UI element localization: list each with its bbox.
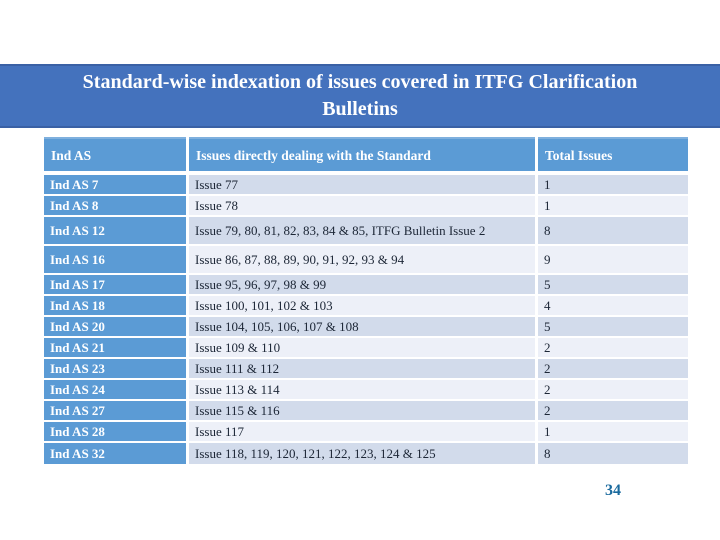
table-row: Ind AS 7 Issue 77 1 xyxy=(44,175,688,194)
table-row: Ind AS 21 Issue 109 & 110 2 xyxy=(44,338,688,357)
issues-cell: Issue 117 xyxy=(189,422,535,441)
table-row: Ind AS 12 Issue 79, 80, 81, 82, 83, 84 &… xyxy=(44,217,688,244)
total-issues-cell: 5 xyxy=(538,317,688,336)
issues-cell: Issue 78 xyxy=(189,196,535,215)
total-issues-cell: 1 xyxy=(538,175,688,194)
issues-cell: Issue 86, 87, 88, 89, 90, 91, 92, 93 & 9… xyxy=(189,246,535,273)
page-number: 34 xyxy=(605,482,621,499)
total-issues-cell: 2 xyxy=(538,359,688,378)
slide-title-line1: Standard-wise indexation of issues cover… xyxy=(82,71,638,93)
standard-cell: Ind AS 32 xyxy=(44,443,186,464)
table-row: Ind AS 20 Issue 104, 105, 106, 107 & 108… xyxy=(44,317,688,336)
column-header-ind-as: Ind AS xyxy=(44,137,186,171)
standard-cell: Ind AS 21 xyxy=(44,338,186,357)
standard-cell: Ind AS 28 xyxy=(44,422,186,441)
standard-cell: Ind AS 20 xyxy=(44,317,186,336)
total-issues-cell: 2 xyxy=(538,338,688,357)
issues-cell: Issue 79, 80, 81, 82, 83, 84 & 85, ITFG … xyxy=(189,217,535,244)
table-row: Ind AS 8 Issue 78 1 xyxy=(44,196,688,215)
table-header-row: Ind AS Issues directly dealing with the … xyxy=(44,137,688,171)
total-issues-cell: 5 xyxy=(538,275,688,294)
standard-cell: Ind AS 8 xyxy=(44,196,186,215)
standard-cell: Ind AS 17 xyxy=(44,275,186,294)
total-issues-cell: 2 xyxy=(538,380,688,399)
table-row: Ind AS 17 Issue 95, 96, 97, 98 & 99 5 xyxy=(44,275,688,294)
issues-cell: Issue 100, 101, 102 & 103 xyxy=(189,296,535,315)
total-issues-cell: 2 xyxy=(538,401,688,420)
table-row: Ind AS 27 Issue 115 & 116 2 xyxy=(44,401,688,420)
standard-cell: Ind AS 27 xyxy=(44,401,186,420)
slide-title-line2: Bulletins xyxy=(322,98,398,120)
total-issues-cell: 8 xyxy=(538,217,688,244)
slide-title-banner: Standard-wise indexation of issues cover… xyxy=(0,64,720,128)
total-issues-cell: 4 xyxy=(538,296,688,315)
issues-cell: Issue 77 xyxy=(189,175,535,194)
total-issues-cell: 1 xyxy=(538,196,688,215)
table-body: Ind AS 7 Issue 77 1 Ind AS 8 Issue 78 1 … xyxy=(44,175,688,464)
standard-cell: Ind AS 16 xyxy=(44,246,186,273)
standard-cell: Ind AS 7 xyxy=(44,175,186,194)
issues-cell: Issue 109 & 110 xyxy=(189,338,535,357)
table-row: Ind AS 23 Issue 111 & 112 2 xyxy=(44,359,688,378)
standard-cell: Ind AS 12 xyxy=(44,217,186,244)
standard-cell: Ind AS 24 xyxy=(44,380,186,399)
standard-cell: Ind AS 18 xyxy=(44,296,186,315)
table-row: Ind AS 18 Issue 100, 101, 102 & 103 4 xyxy=(44,296,688,315)
total-issues-cell: 9 xyxy=(538,246,688,273)
table-row: Ind AS 28 Issue 117 1 xyxy=(44,422,688,441)
issues-table: Ind AS Issues directly dealing with the … xyxy=(44,137,688,466)
issues-cell: Issue 118, 119, 120, 121, 122, 123, 124 … xyxy=(189,443,535,464)
issues-cell: Issue 104, 105, 106, 107 & 108 xyxy=(189,317,535,336)
total-issues-cell: 1 xyxy=(538,422,688,441)
issues-cell: Issue 95, 96, 97, 98 & 99 xyxy=(189,275,535,294)
issues-cell: Issue 113 & 114 xyxy=(189,380,535,399)
column-header-issues: Issues directly dealing with the Standar… xyxy=(189,137,535,171)
table-row: Ind AS 24 Issue 113 & 114 2 xyxy=(44,380,688,399)
standard-cell: Ind AS 23 xyxy=(44,359,186,378)
total-issues-cell: 8 xyxy=(538,443,688,464)
column-header-total-issues: Total Issues xyxy=(538,137,688,171)
issues-cell: Issue 115 & 116 xyxy=(189,401,535,420)
table-row: Ind AS 16 Issue 86, 87, 88, 89, 90, 91, … xyxy=(44,246,688,273)
issues-cell: Issue 111 & 112 xyxy=(189,359,535,378)
table-row: Ind AS 32 Issue 118, 119, 120, 121, 122,… xyxy=(44,443,688,464)
